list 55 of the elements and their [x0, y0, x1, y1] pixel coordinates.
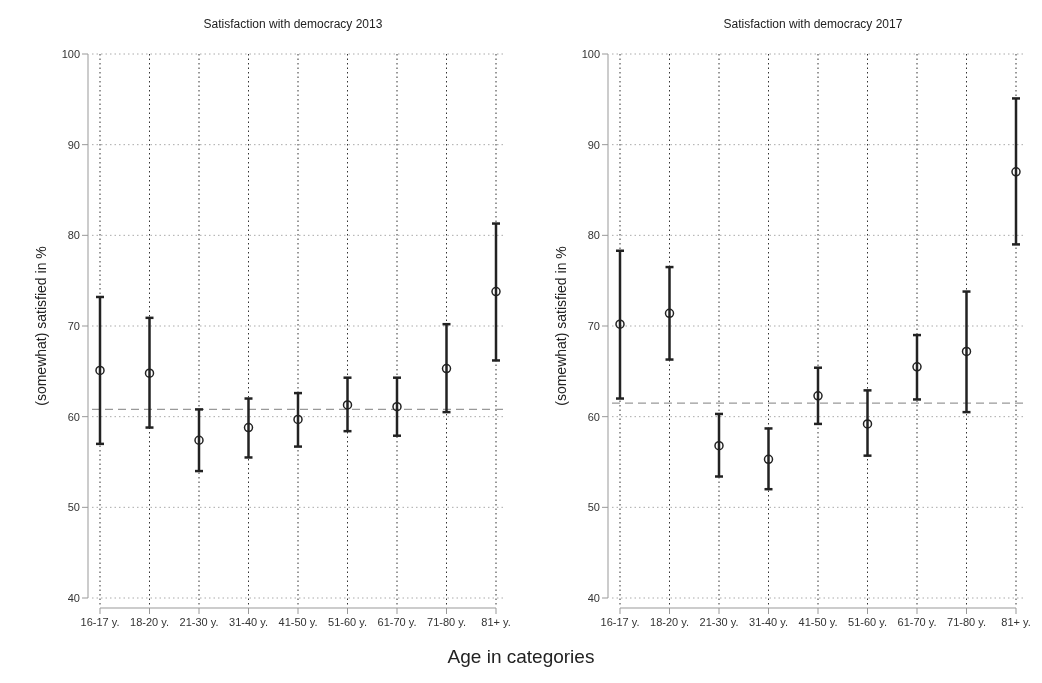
point [714, 440, 724, 451]
point [194, 435, 204, 445]
point [664, 308, 675, 319]
y-tick-label: 90 [587, 138, 600, 151]
x-tick-label: 21-30 y. [179, 616, 219, 628]
x-tick-label: 18-20 y. [650, 616, 689, 628]
x-tick-label: 18-20 y. [130, 616, 169, 628]
point [862, 419, 873, 429]
point [491, 286, 501, 297]
point [392, 401, 402, 412]
y-tick-label: 100 [581, 47, 600, 60]
x-tick-label: 71-80 y. [947, 616, 986, 628]
x-tick-label: 71-80 y. [427, 616, 466, 628]
x-tick-label: 16-17 y. [600, 616, 640, 628]
x-tick-label: 41-50 y. [798, 616, 838, 628]
point [813, 391, 823, 401]
x-tick-label: 41-50 y. [278, 616, 318, 628]
point [243, 422, 254, 433]
point [615, 319, 625, 329]
point [1011, 167, 1021, 177]
y-axis-title: (somewhat) satisfied in % [33, 246, 49, 406]
y-tick-label: 80 [67, 229, 80, 242]
point [144, 368, 155, 378]
point [961, 346, 972, 357]
point [342, 400, 353, 410]
x-tick-label: 16-17 y. [80, 616, 120, 628]
point [763, 454, 774, 465]
chart-title: Satisfaction with democracy 2017 [723, 17, 903, 31]
point [293, 414, 303, 425]
point [912, 362, 922, 372]
x-tick-label: 21-30 y. [699, 616, 739, 628]
y-tick-label: 60 [587, 410, 600, 423]
y-tick-label: 70 [67, 319, 80, 332]
x-tick-label: 31-40 y. [229, 616, 268, 628]
point [95, 365, 105, 376]
point [441, 363, 452, 374]
x-axis-title: Age in categories [447, 646, 595, 667]
y-tick-label: 50 [587, 501, 600, 514]
y-tick-label: 70 [587, 319, 600, 332]
y-tick-label: 50 [67, 501, 80, 514]
y-tick-label: 40 [67, 591, 80, 604]
x-tick-label: 51-60 y. [328, 616, 367, 628]
x-tick-label: 31-40 y. [749, 616, 788, 628]
y-tick-label: 90 [67, 138, 80, 151]
x-tick-label: 61-70 y. [377, 616, 417, 628]
y-tick-label: 40 [587, 591, 600, 604]
x-tick-label: 51-60 y. [848, 616, 887, 628]
x-tick-label: 81+ y. [481, 616, 511, 628]
chart-title: Satisfaction with democracy 2013 [203, 17, 383, 31]
y-axis-title: (somewhat) satisfied in % [553, 246, 569, 406]
x-tick-label: 81+ y. [1001, 616, 1031, 628]
y-tick-label: 60 [67, 410, 80, 423]
y-tick-label: 80 [587, 229, 600, 242]
y-tick-label: 100 [61, 47, 80, 60]
x-tick-label: 61-70 y. [897, 616, 937, 628]
